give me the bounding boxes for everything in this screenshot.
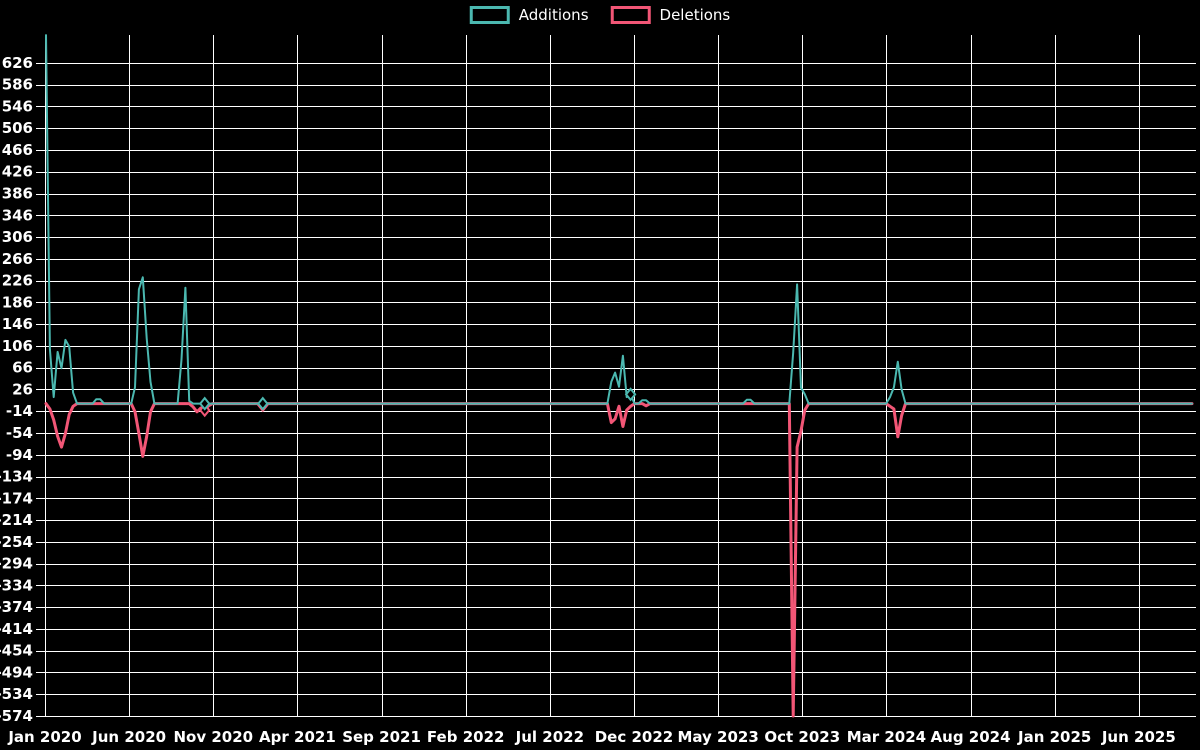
- y-tick-label: 66: [12, 359, 33, 377]
- y-tick-label: -414: [0, 620, 33, 638]
- y-tick-label: 386: [2, 185, 33, 203]
- y-tick-label: -374: [0, 598, 33, 616]
- y-tick-label: 426: [2, 163, 33, 181]
- deletions-swatch-icon: [610, 6, 651, 24]
- x-tick-label: Apr 2021: [259, 728, 336, 746]
- x-tick-label: Jan 2020: [7, 728, 81, 746]
- x-tick-label: Sep 2021: [342, 728, 421, 746]
- y-tick-label: -214: [0, 511, 33, 529]
- x-tick-label: Aug 2024: [931, 728, 1011, 746]
- additions-point-marker: [257, 396, 269, 411]
- legend-label-deletions: Deletions: [659, 5, 731, 24]
- x-tick-label: May 2023: [677, 728, 758, 746]
- additions-point-marker: [624, 387, 637, 402]
- x-tick-label: Jun 2025: [1101, 728, 1176, 746]
- y-tick-label: -54: [6, 424, 33, 442]
- y-tick-label: -134: [0, 468, 33, 486]
- x-tick-label: Mar 2024: [847, 728, 926, 746]
- y-tick-label: 266: [2, 250, 33, 268]
- chart-legend: Additions Deletions: [469, 5, 731, 24]
- y-tick-label: -254: [0, 533, 33, 551]
- additions-line: [45, 34, 1193, 405]
- legend-item-deletions[interactable]: Deletions: [610, 5, 731, 24]
- x-tick-label: Oct 2023: [764, 728, 840, 746]
- y-tick-label: 626: [2, 54, 33, 72]
- y-tick-label: -574: [0, 707, 33, 725]
- y-tick-label: 346: [2, 206, 33, 224]
- x-tick-label: Jan 2025: [1017, 728, 1091, 746]
- additions-point-marker: [198, 396, 211, 411]
- x-tick-label: Feb 2022: [427, 728, 505, 746]
- y-tick-label: -94: [6, 446, 33, 464]
- y-tick-label: 226: [2, 272, 33, 290]
- y-tick-label: -494: [0, 663, 33, 681]
- y-tick-label: 186: [2, 293, 33, 311]
- legend-label-additions: Additions: [518, 5, 589, 24]
- y-tick-label: -174: [0, 489, 33, 507]
- y-tick-label: 586: [2, 76, 33, 94]
- y-tick-label: -454: [0, 642, 33, 660]
- additions-swatch-icon: [469, 6, 510, 24]
- y-tick-label: 546: [2, 97, 33, 115]
- y-tick-label: 466: [2, 141, 33, 159]
- deletions-line: [44, 402, 1194, 718]
- x-tick-label: Jul 2022: [515, 728, 584, 746]
- y-tick-label: 106: [2, 337, 33, 355]
- y-tick-label: -334: [0, 576, 33, 594]
- legend-item-additions[interactable]: Additions: [469, 5, 589, 24]
- x-tick-label: Jun 2020: [91, 728, 166, 746]
- y-tick-label: 306: [2, 228, 33, 246]
- x-tick-label: Nov 2020: [173, 728, 253, 746]
- y-tick-label: 26: [12, 380, 33, 398]
- y-tick-label: 146: [2, 315, 33, 333]
- y-tick-label: -14: [6, 402, 33, 420]
- y-tick-label: 506: [2, 119, 33, 137]
- y-tick-label: -294: [0, 555, 33, 573]
- x-tick-label: Dec 2022: [595, 728, 674, 746]
- y-tick-label: -534: [0, 685, 33, 703]
